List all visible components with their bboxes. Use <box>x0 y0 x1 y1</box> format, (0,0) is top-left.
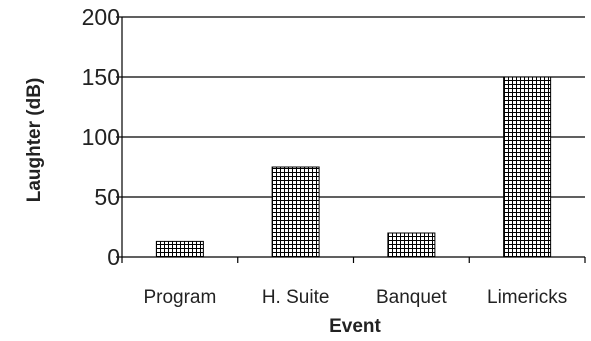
x-tick-label: Banquet <box>376 287 448 308</box>
bar <box>503 76 552 258</box>
x-tick-label: Limericks <box>487 287 567 308</box>
y-axis-ticks: 0 50 100 150 200 <box>82 4 122 270</box>
y-tick-label: 50 <box>94 184 120 210</box>
y-tick-label: 0 <box>107 244 120 270</box>
y-tick-label: 200 <box>82 4 120 30</box>
y-tick-label: 100 <box>82 124 120 150</box>
bar <box>387 232 436 258</box>
x-tick-label: H. Suite <box>262 287 330 308</box>
x-tick-label: Program <box>143 287 216 308</box>
x-axis-title: Event <box>329 316 381 337</box>
y-tick-label: 150 <box>82 64 120 90</box>
x-axis-ticks: Program H. Suite Banquet Limericks <box>121 257 586 308</box>
y-axis-title: Laughter (dB) <box>24 78 45 203</box>
bar <box>155 240 204 258</box>
bar <box>271 166 320 258</box>
bars <box>155 76 552 258</box>
